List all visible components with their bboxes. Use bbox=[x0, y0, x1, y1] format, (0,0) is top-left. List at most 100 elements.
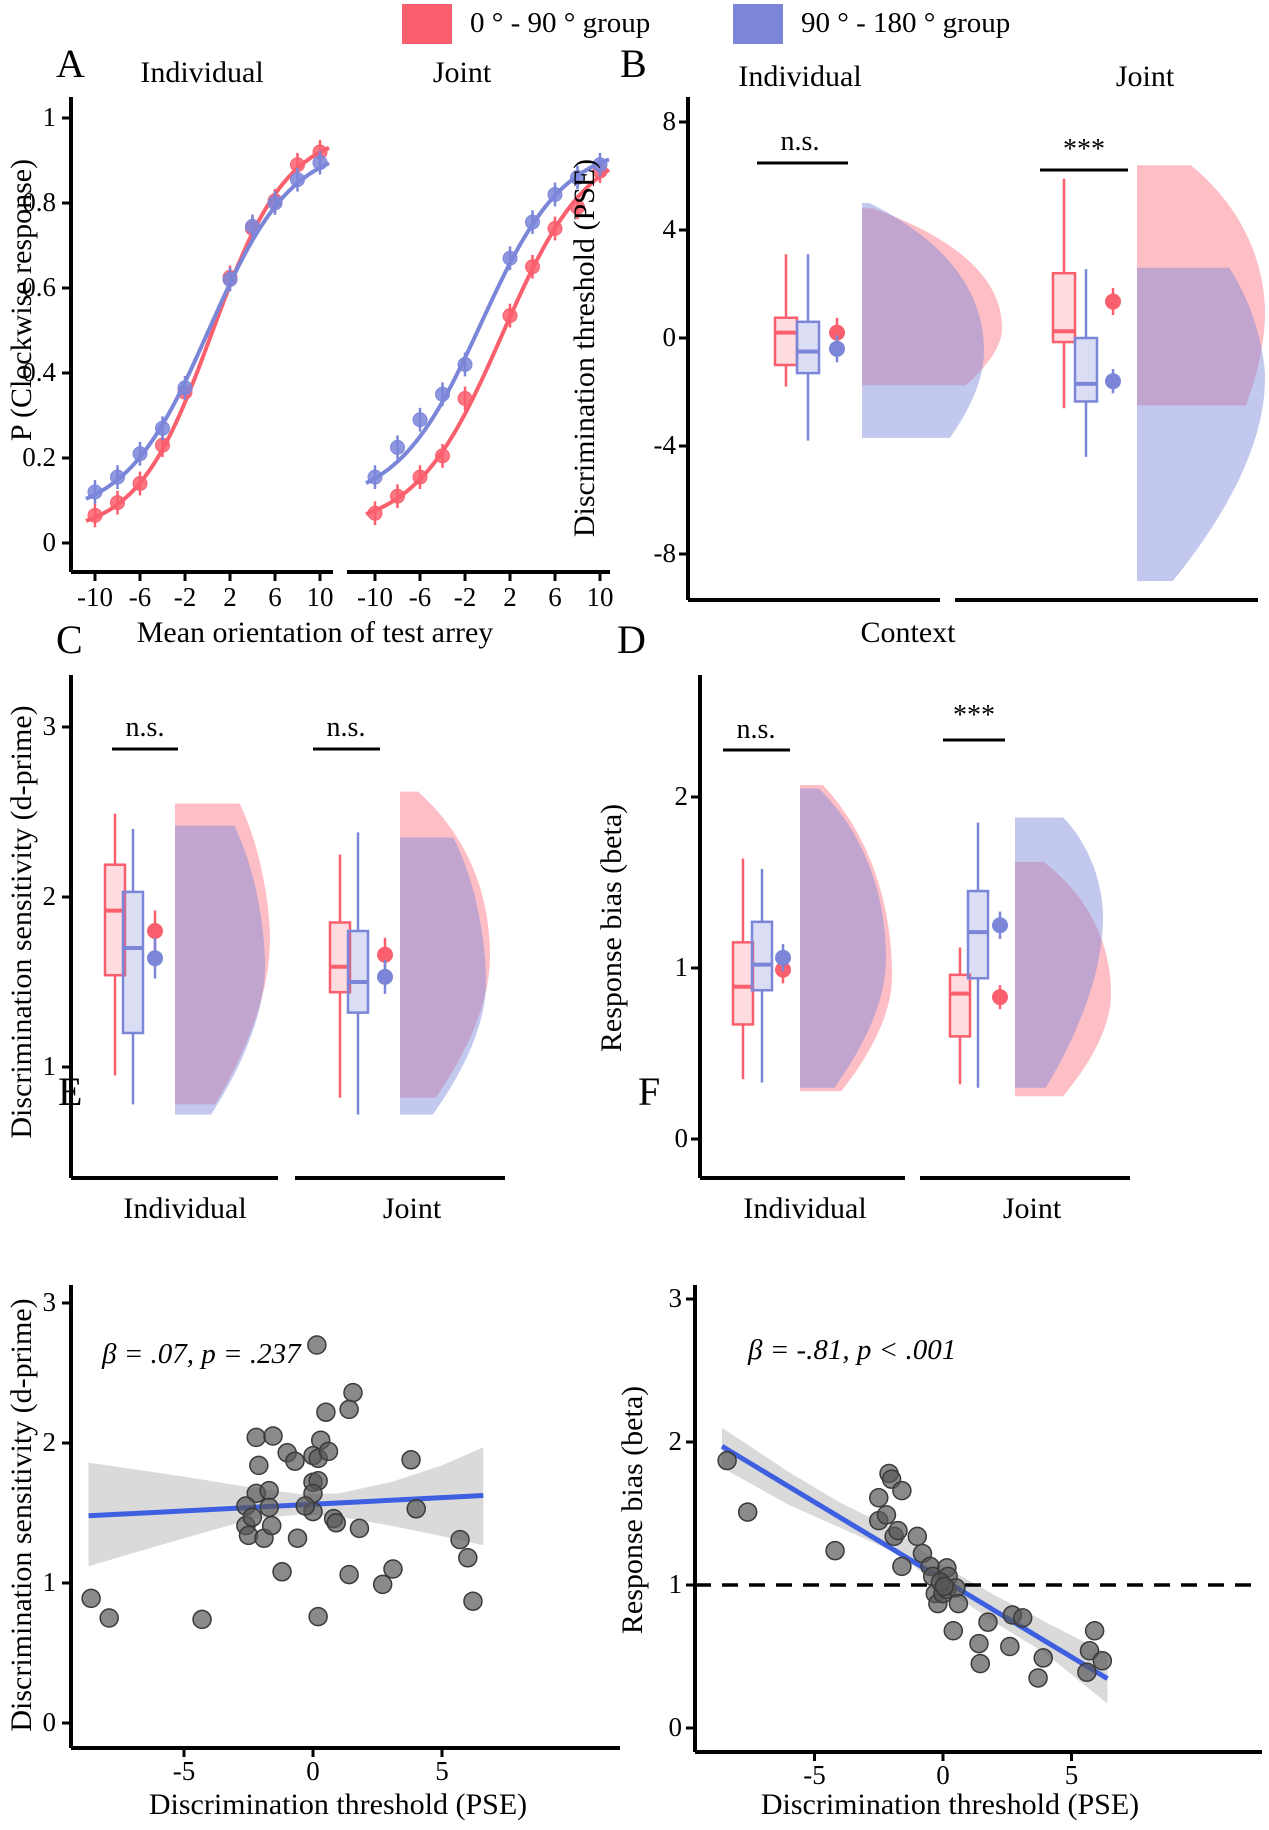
panel-b-y-tick-label: -8 bbox=[653, 538, 677, 568]
boxplot-red bbox=[103, 863, 127, 977]
data-point-blue bbox=[570, 170, 585, 185]
scatter-point bbox=[259, 1497, 279, 1518]
confidence-band bbox=[722, 1427, 1108, 1704]
panel-b-sig-joint: *** bbox=[1063, 134, 1105, 165]
scatter-point bbox=[287, 1528, 308, 1548]
scatter-point bbox=[978, 1612, 998, 1632]
legend-swatch-red bbox=[402, 4, 452, 44]
data-point-blue bbox=[177, 380, 193, 396]
scatter-point bbox=[372, 1574, 393, 1595]
panel-a-y-tick-label: 0 bbox=[42, 527, 57, 557]
panel-e-y-axis-title: Discrimination sensitivity (d-prime) bbox=[5, 1298, 38, 1732]
panel-d-y-tick-label: 1 bbox=[674, 952, 689, 982]
boxplot-blue bbox=[1073, 336, 1099, 403]
panel-a-x-tick-label: 6 bbox=[268, 582, 282, 612]
legend-swatch-blue bbox=[733, 4, 783, 44]
half-violin-red bbox=[862, 208, 1002, 386]
data-point-red bbox=[457, 391, 473, 406]
panel-e-stats-annotation: β = .07, p = .237 bbox=[102, 1338, 301, 1370]
data-point-red bbox=[502, 308, 518, 324]
scatter-point bbox=[934, 1576, 955, 1597]
panel-e-y-tick-label: 2 bbox=[42, 1427, 57, 1457]
mean-dot-blue bbox=[775, 949, 791, 966]
panel-a-x-axis-title: Mean orientation of test arrey bbox=[136, 616, 494, 649]
boxplot-red bbox=[773, 316, 799, 367]
panel-f-y-tick-label: 2 bbox=[668, 1426, 683, 1456]
scatter-point bbox=[869, 1488, 889, 1508]
panel-f-stats-annotation: β = -.81, p < .001 bbox=[748, 1334, 957, 1366]
scatter-point bbox=[907, 1526, 928, 1547]
panel-c-facet-label-individual: Individual bbox=[123, 1192, 247, 1225]
panel-b-y-tick-label: 8 bbox=[662, 106, 677, 136]
scatter-point bbox=[717, 1450, 737, 1471]
panel-e-x-tick-label: -5 bbox=[172, 1756, 196, 1786]
scatter-point bbox=[892, 1480, 912, 1501]
scatter-point bbox=[1033, 1648, 1053, 1668]
panel-d-sig-joint: *** bbox=[953, 700, 995, 731]
half-violin-blue bbox=[1015, 817, 1103, 1088]
panel-a-y-tick-label: 0.2 bbox=[22, 442, 56, 472]
data-point-blue bbox=[222, 272, 238, 287]
scatter-point bbox=[406, 1499, 426, 1519]
mean-dot-blue bbox=[147, 950, 163, 967]
mean-dot-blue bbox=[829, 340, 845, 357]
panel-letter-a: A bbox=[56, 41, 85, 86]
panel-a-y-tick-label: 0.4 bbox=[22, 357, 56, 387]
scatter-point bbox=[308, 1606, 328, 1627]
scatter-point bbox=[316, 1402, 336, 1422]
scatter-point bbox=[318, 1441, 339, 1462]
data-point-blue bbox=[132, 446, 148, 462]
data-point-blue bbox=[502, 250, 518, 266]
scatter-point bbox=[737, 1502, 758, 1522]
scatter-point bbox=[339, 1399, 359, 1420]
panel-letter-f: F bbox=[638, 1069, 661, 1114]
panel-e-y-tick-label: 1 bbox=[42, 1567, 57, 1597]
data-point-blue bbox=[312, 155, 328, 171]
data-point-blue bbox=[245, 218, 260, 234]
boxplot-blue bbox=[750, 920, 774, 992]
scatter-point bbox=[458, 1548, 478, 1568]
scatter-point bbox=[876, 1505, 897, 1525]
half-violin-blue bbox=[400, 837, 486, 1115]
scatter-point bbox=[242, 1507, 263, 1527]
panel-d-y-tick-label: 0 bbox=[674, 1123, 689, 1153]
panel-c-sig-individual: n.s. bbox=[125, 712, 165, 743]
panel-b-facet-title-joint: Joint bbox=[1115, 60, 1175, 93]
panel-f-y-tick-label: 1 bbox=[668, 1569, 683, 1599]
panel-b-y-axis-title: Discrimination threshold (PSE) bbox=[568, 158, 601, 538]
panel-e-x-axis-title: Discrimination threshold (PSE) bbox=[148, 1788, 528, 1821]
panel-a-x-tick-label: 10 bbox=[306, 582, 334, 612]
scatter-point bbox=[1092, 1651, 1113, 1671]
scatter-point bbox=[383, 1559, 403, 1579]
panel-d-sig-individual: n.s. bbox=[736, 714, 776, 745]
scatter-point bbox=[349, 1518, 370, 1539]
data-point-blue bbox=[412, 412, 428, 428]
scatter-point bbox=[463, 1591, 483, 1611]
panel-a-x-tick-label: -6 bbox=[128, 582, 152, 612]
data-point-red bbox=[547, 221, 563, 236]
scatter-point bbox=[888, 1520, 908, 1541]
panel-e-y-tick-label: 0 bbox=[42, 1707, 57, 1737]
panel-f-y-tick-label: 0 bbox=[668, 1712, 683, 1742]
half-violin-red bbox=[175, 803, 270, 1105]
scatter-point bbox=[948, 1593, 969, 1614]
half-violin-blue bbox=[1137, 267, 1265, 581]
panel-a-x-tick-label: 10 bbox=[586, 582, 614, 612]
psychometric-curve-red bbox=[365, 168, 611, 516]
scatter-point bbox=[99, 1608, 119, 1628]
panel-letter-e: E bbox=[58, 1069, 83, 1114]
mean-dot-red bbox=[829, 324, 845, 341]
mean-dot-red bbox=[1105, 293, 1121, 310]
data-point-blue bbox=[457, 357, 473, 372]
panel-a-x-tick-label: 6 bbox=[548, 582, 562, 612]
scatter-point bbox=[263, 1426, 283, 1446]
panel-b-y-tick-label: 4 bbox=[662, 214, 677, 244]
regression-line bbox=[720, 1444, 1109, 1681]
scatter-point bbox=[339, 1564, 359, 1585]
scatter-point bbox=[285, 1451, 305, 1471]
boxplot-blue bbox=[966, 889, 990, 980]
boxplot-red bbox=[328, 921, 352, 994]
panel-c-y-tick-label: 3 bbox=[42, 711, 57, 741]
